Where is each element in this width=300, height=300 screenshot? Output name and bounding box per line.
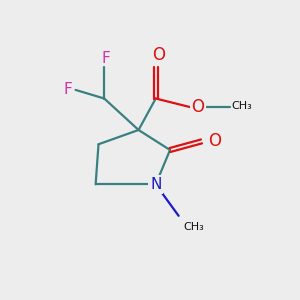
Text: F: F [101,51,110,66]
Text: N: N [150,177,161,192]
Text: CH₃: CH₃ [232,101,252,111]
Text: CH₃: CH₃ [183,221,204,232]
Text: F: F [64,82,73,98]
Text: O: O [191,98,205,116]
Text: O: O [208,132,221,150]
Text: O: O [152,46,165,64]
